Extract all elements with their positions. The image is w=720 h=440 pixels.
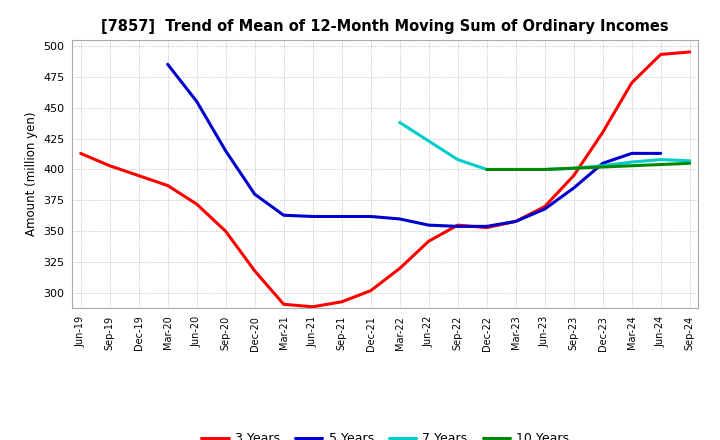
7 Years: [598, 163, 607, 169]
7 Years: [657, 157, 665, 162]
3 Years: [308, 304, 317, 309]
3 Years: [627, 80, 636, 85]
10 Years: [685, 161, 694, 166]
5 Years: [541, 206, 549, 212]
5 Years: [424, 223, 433, 228]
3 Years: [598, 130, 607, 135]
5 Years: [482, 224, 491, 229]
7 Years: [570, 165, 578, 171]
5 Years: [657, 151, 665, 156]
5 Years: [366, 214, 375, 219]
10 Years: [482, 167, 491, 172]
5 Years: [221, 148, 230, 154]
Title: [7857]  Trend of Mean of 12-Month Moving Sum of Ordinary Incomes: [7857] Trend of Mean of 12-Month Moving …: [102, 19, 669, 34]
Legend: 3 Years, 5 Years, 7 Years, 10 Years: 3 Years, 5 Years, 7 Years, 10 Years: [196, 427, 575, 440]
Line: 3 Years: 3 Years: [81, 52, 690, 307]
3 Years: [338, 299, 346, 304]
Y-axis label: Amount (million yen): Amount (million yen): [24, 112, 37, 236]
10 Years: [627, 163, 636, 169]
3 Years: [251, 268, 259, 274]
3 Years: [685, 49, 694, 55]
3 Years: [221, 229, 230, 234]
10 Years: [598, 165, 607, 170]
5 Years: [338, 214, 346, 219]
3 Years: [570, 173, 578, 178]
3 Years: [192, 202, 201, 207]
3 Years: [395, 266, 404, 271]
3 Years: [424, 238, 433, 244]
7 Years: [627, 159, 636, 165]
3 Years: [657, 52, 665, 57]
3 Years: [105, 163, 114, 169]
7 Years: [395, 120, 404, 125]
7 Years: [685, 158, 694, 163]
3 Years: [279, 302, 288, 307]
3 Years: [366, 288, 375, 293]
10 Years: [657, 162, 665, 167]
5 Years: [570, 185, 578, 191]
5 Years: [163, 62, 172, 67]
7 Years: [511, 167, 520, 172]
5 Years: [279, 213, 288, 218]
7 Years: [454, 157, 462, 162]
7 Years: [424, 139, 433, 144]
5 Years: [395, 216, 404, 222]
3 Years: [135, 173, 143, 178]
3 Years: [454, 223, 462, 228]
10 Years: [541, 167, 549, 172]
5 Years: [192, 99, 201, 104]
3 Years: [76, 151, 85, 156]
5 Years: [308, 214, 317, 219]
5 Years: [511, 219, 520, 224]
10 Years: [511, 167, 520, 172]
Line: 5 Years: 5 Years: [168, 64, 661, 226]
7 Years: [541, 167, 549, 172]
3 Years: [163, 183, 172, 188]
Line: 7 Years: 7 Years: [400, 122, 690, 169]
7 Years: [482, 167, 491, 172]
5 Years: [454, 224, 462, 229]
5 Years: [627, 151, 636, 156]
5 Years: [598, 161, 607, 166]
5 Years: [251, 191, 259, 197]
Line: 10 Years: 10 Years: [487, 163, 690, 169]
3 Years: [482, 225, 491, 230]
3 Years: [541, 204, 549, 209]
3 Years: [511, 219, 520, 224]
10 Years: [570, 165, 578, 171]
